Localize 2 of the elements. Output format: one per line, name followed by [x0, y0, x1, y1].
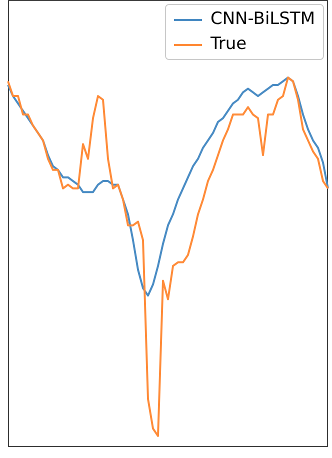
legend-label: True	[210, 33, 247, 56]
legend-label: CNN-BiLSTM	[210, 8, 315, 31]
